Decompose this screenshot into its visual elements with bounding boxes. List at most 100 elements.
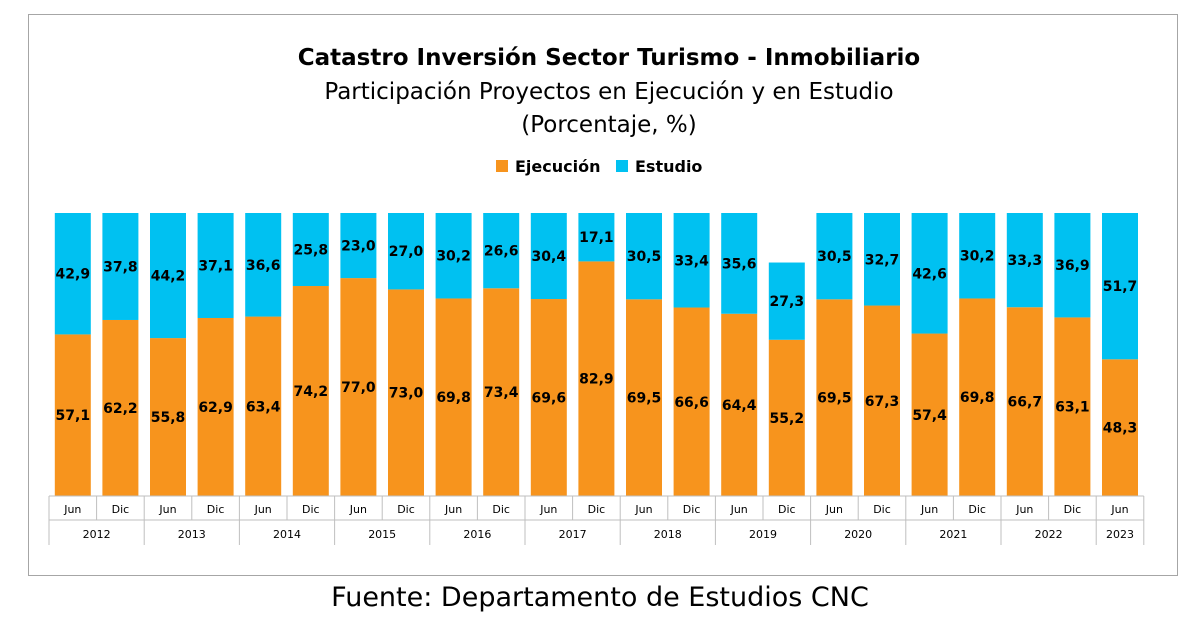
year-group-label: 2013	[178, 528, 206, 541]
x-tick-label: Jun	[730, 503, 748, 516]
x-tick-label: Jun	[444, 503, 462, 516]
x-tick-label: Jun	[1110, 503, 1128, 516]
data-label-estudio: 37,1	[198, 258, 233, 274]
data-label-ejecucion: 82,9	[579, 372, 614, 388]
data-label-ejecucion: 48,3	[1103, 421, 1138, 437]
year-group-label: 2012	[83, 528, 111, 541]
data-label-estudio: 30,5	[627, 249, 662, 265]
bar-estudio	[388, 213, 424, 290]
plot-area: 57,1 42,9 Jun 62,2 37,8 Dic 55,8 44,2 Jun 62,9 37,…	[48, 213, 1145, 545]
bar-ejecucion	[768, 339, 805, 496]
bar-estudio	[197, 213, 234, 318]
data-label-ejecucion: 69,5	[627, 391, 662, 407]
data-label-estudio: 30,5	[817, 249, 852, 265]
data-label-ejecucion: 69,8	[960, 390, 995, 406]
chart-subtitle-unit: (Porcentaje, %)	[521, 112, 697, 138]
data-label-estudio: 30,2	[436, 249, 471, 265]
bar-estudio	[673, 213, 710, 308]
bar-ejecucion	[54, 334, 91, 496]
data-label-estudio: 36,6	[246, 258, 281, 274]
x-tick-label: Dic	[302, 503, 320, 516]
year-group-label: 2017	[559, 528, 587, 541]
bar-ejecucion	[483, 288, 520, 496]
x-tick-label: Jun	[254, 503, 272, 516]
x-tick-label: Dic	[683, 503, 701, 516]
x-tick-label: Dic	[778, 503, 796, 516]
bar-estudio	[911, 213, 948, 334]
x-tick-label: Dic	[397, 503, 415, 516]
bar-estudio	[721, 213, 758, 314]
bar-estudio	[245, 213, 282, 317]
year-group-label: 2020	[844, 528, 872, 541]
bar-estudio	[578, 213, 615, 262]
x-tick-label: Jun	[1015, 503, 1033, 516]
data-label-ejecucion: 69,8	[436, 390, 471, 406]
bar-ejecucion	[816, 299, 853, 496]
data-label-estudio: 33,4	[674, 253, 709, 269]
data-label-ejecucion: 69,5	[817, 391, 852, 407]
bar-ejecucion	[197, 317, 234, 496]
bar-ejecucion	[530, 299, 567, 496]
data-label-estudio: 35,6	[722, 256, 757, 272]
legend-swatch-estudio	[616, 160, 628, 172]
data-label-estudio: 36,9	[1055, 258, 1090, 274]
bar-ejecucion	[1054, 317, 1091, 496]
bar-estudio	[864, 213, 900, 306]
data-label-estudio: 30,2	[960, 249, 995, 265]
bar-ejecucion	[911, 333, 948, 496]
bar-estudio	[530, 213, 567, 300]
bar-estudio	[626, 213, 662, 300]
bar-ejecucion	[388, 289, 424, 496]
source-note: Fuente: Departamento de Estudios CNC	[331, 582, 869, 613]
data-label-ejecucion: 55,2	[770, 411, 805, 427]
data-label-ejecucion: 55,8	[151, 410, 186, 426]
chart-title: Catastro Inversión Sector Turismo - Inmo…	[298, 45, 920, 71]
bar-estudio	[340, 213, 377, 279]
data-label-ejecucion: 57,1	[56, 408, 91, 424]
x-tick-label: Jun	[539, 503, 557, 516]
data-label-ejecucion: 63,1	[1055, 400, 1090, 416]
legend-swatch-ejecucion	[496, 160, 508, 172]
bar-estudio	[768, 262, 805, 340]
year-group-label: 2015	[368, 528, 396, 541]
legend-label-ejecucion: Ejecución	[515, 157, 601, 176]
data-label-ejecucion: 63,4	[246, 399, 281, 415]
x-tick-label: Jun	[63, 503, 81, 516]
data-label-ejecucion: 66,7	[1008, 395, 1043, 411]
x-tick-label: Dic	[112, 503, 130, 516]
data-label-estudio: 27,3	[770, 294, 805, 310]
data-label-estudio: 25,8	[294, 243, 329, 259]
legend-label-estudio: Estudio	[635, 157, 702, 176]
bar-ejecucion	[1006, 307, 1043, 496]
data-label-ejecucion: 66,6	[674, 395, 709, 411]
bar-ejecucion	[292, 286, 329, 496]
data-label-estudio: 26,6	[484, 244, 519, 260]
data-label-ejecucion: 69,6	[532, 391, 567, 407]
bar-estudio	[1054, 213, 1091, 318]
x-tick-label: Jun	[158, 503, 176, 516]
data-label-ejecucion: 73,4	[484, 385, 519, 401]
bar-ejecucion	[150, 338, 186, 496]
x-tick-label: Jun	[825, 503, 843, 516]
x-tick-label: Dic	[1064, 503, 1082, 516]
bar-estudio	[54, 213, 91, 335]
x-tick-label: Jun	[349, 503, 367, 516]
x-tick-label: Jun	[920, 503, 938, 516]
data-label-ejecucion: 64,4	[722, 398, 757, 414]
year-group-label: 2016	[463, 528, 491, 541]
data-label-estudio: 30,4	[532, 249, 567, 265]
data-label-estudio: 37,8	[103, 259, 138, 275]
data-label-estudio: 44,2	[151, 269, 186, 285]
data-label-estudio: 33,3	[1008, 253, 1043, 269]
data-label-ejecucion: 73,0	[389, 386, 424, 402]
year-group-label: 2014	[273, 528, 301, 541]
bar-ejecucion	[959, 298, 996, 496]
data-label-ejecucion: 67,3	[865, 394, 900, 410]
bar-ejecucion	[435, 298, 472, 496]
year-group-label: 2023	[1106, 528, 1134, 541]
bar-ejecucion	[673, 307, 710, 496]
x-tick-label: Dic	[207, 503, 225, 516]
bar-estudio	[435, 213, 472, 299]
bar-estudio	[959, 213, 996, 299]
x-tick-label: Jun	[634, 503, 652, 516]
